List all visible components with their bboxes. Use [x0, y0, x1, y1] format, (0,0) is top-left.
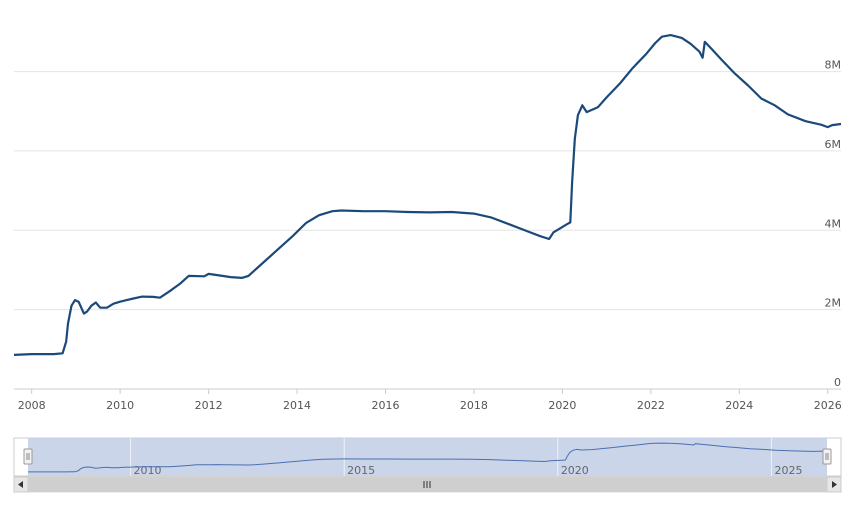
navigator-tick-label: 2025 [774, 464, 802, 477]
x-tick-label: 2012 [195, 399, 223, 412]
x-tick-label: 2024 [725, 399, 753, 412]
grid-lines [14, 71, 841, 311]
navigator-left-handle[interactable] [23, 448, 33, 465]
x-tick-label: 2022 [637, 399, 665, 412]
series-line [13, 34, 842, 356]
navigator-grid: 2010 2015 2020 2025 [130, 438, 802, 477]
navigator-tick-label: 2010 [134, 464, 162, 477]
x-tick-label: 2020 [548, 399, 576, 412]
arrow-left-icon [18, 481, 23, 488]
x-tick-label: 2014 [283, 399, 311, 412]
x-tick-label: 2016 [371, 399, 399, 412]
scroll-left-button[interactable] [13, 476, 29, 493]
scrollbar[interactable] [13, 476, 842, 493]
x-tick-label: 2010 [106, 399, 134, 412]
x-tick-label: 2026 [814, 399, 842, 412]
navigator-right-handle[interactable] [822, 448, 832, 465]
grip-icon [423, 481, 431, 488]
y-tick-label: 4M [825, 217, 842, 230]
navigator[interactable]: 2010 2015 2020 2025 [13, 437, 842, 477]
x-axis-ticks: 2008 2010 2012 2014 2016 2018 2020 2022 2024 2026 [18, 389, 842, 412]
arrow-right-icon [832, 481, 837, 488]
x-tick-label: 2008 [18, 399, 46, 412]
y-tick-label: 0 [834, 376, 841, 389]
y-tick-label: 8M [825, 59, 842, 72]
navigator-series-line [28, 442, 828, 473]
y-tick-label: 6M [825, 138, 842, 151]
y-axis-ticks: 0 2M 4M 6M 8M [825, 59, 842, 389]
scroll-right-button[interactable] [826, 476, 842, 493]
y-tick-label: 2M [825, 297, 842, 310]
navigator-tick-label: 2015 [347, 464, 375, 477]
navigator-tick-label: 2020 [561, 464, 589, 477]
x-tick-label: 2018 [460, 399, 488, 412]
